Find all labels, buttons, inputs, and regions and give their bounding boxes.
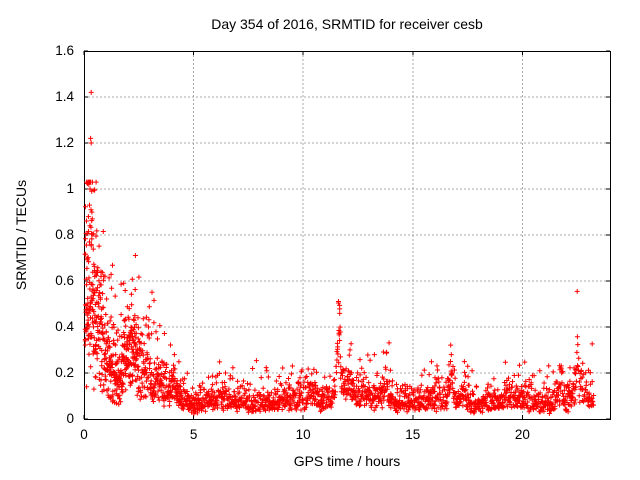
y-tick-label: 1	[66, 181, 74, 196]
y-tick-label: 0.2	[55, 365, 74, 380]
x-tick-label: 0	[80, 427, 88, 442]
scatter-points	[82, 89, 597, 417]
y-tick-label: 0.6	[55, 273, 74, 288]
x-tick-label: 10	[295, 427, 311, 442]
x-axis-label: GPS time / hours	[293, 453, 401, 469]
x-tick-label: 5	[189, 427, 198, 442]
y-tick-label: 0.8	[55, 227, 74, 242]
y-tick-label: 0	[66, 411, 74, 426]
tick-marks	[83, 50, 610, 420]
y-tick-label: 1.4	[55, 89, 74, 104]
chart-title: Day 354 of 2016, SRMTID for receiver ces…	[211, 16, 483, 32]
y-tick-label: 1.2	[55, 135, 74, 150]
y-tick-label: 0.4	[55, 319, 74, 334]
x-tick-label: 20	[514, 427, 530, 442]
grid-lines	[84, 51, 610, 419]
x-tick-label: 15	[405, 427, 421, 442]
y-tick-label: 1.6	[55, 43, 74, 58]
